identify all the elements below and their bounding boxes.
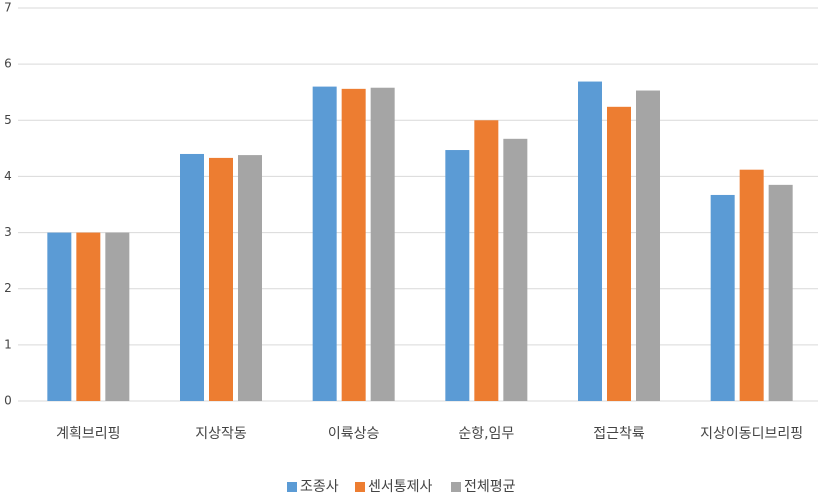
bar bbox=[370, 87, 395, 402]
y-tick-label: 7 bbox=[4, 1, 12, 15]
bar bbox=[312, 86, 337, 401]
y-tick-label: 4 bbox=[4, 169, 12, 183]
bar bbox=[710, 194, 735, 401]
bar bbox=[238, 155, 262, 401]
x-tick-label: 계획브리핑 bbox=[56, 426, 120, 442]
legend-swatch bbox=[355, 482, 365, 492]
x-tick-label: 이륙상승 bbox=[328, 426, 380, 442]
bar bbox=[180, 153, 204, 401]
bar bbox=[445, 150, 470, 401]
x-tick-label: 지상이동디브리핑 bbox=[700, 426, 803, 442]
bar bbox=[578, 81, 602, 401]
bar bbox=[341, 88, 366, 402]
bar bbox=[47, 232, 72, 401]
legend-swatch bbox=[451, 482, 461, 492]
bar bbox=[105, 232, 130, 401]
legend-swatch bbox=[287, 482, 297, 492]
bar bbox=[607, 106, 631, 401]
bar bbox=[636, 90, 660, 401]
y-tick-label: 1 bbox=[4, 337, 12, 351]
y-tick-label: 5 bbox=[4, 113, 12, 127]
x-tick-label: 접근착륙 bbox=[593, 426, 645, 442]
bar bbox=[474, 120, 499, 402]
bar bbox=[503, 138, 528, 401]
y-tick-label: 6 bbox=[4, 57, 12, 71]
legend-label: 전체평균 bbox=[464, 479, 516, 495]
bar bbox=[209, 157, 233, 401]
x-tick-label: 지상작동 bbox=[195, 426, 247, 442]
x-tick-label: 순항,임무 bbox=[458, 426, 514, 442]
y-tick-label: 2 bbox=[4, 281, 12, 295]
legend-label: 센서통제사 bbox=[368, 479, 433, 495]
bar bbox=[76, 232, 101, 401]
legend-label: 조종사 bbox=[300, 479, 339, 495]
y-tick-label: 3 bbox=[4, 225, 12, 239]
bar bbox=[739, 169, 764, 401]
bar bbox=[768, 184, 793, 401]
y-tick-label: 0 bbox=[4, 394, 12, 408]
